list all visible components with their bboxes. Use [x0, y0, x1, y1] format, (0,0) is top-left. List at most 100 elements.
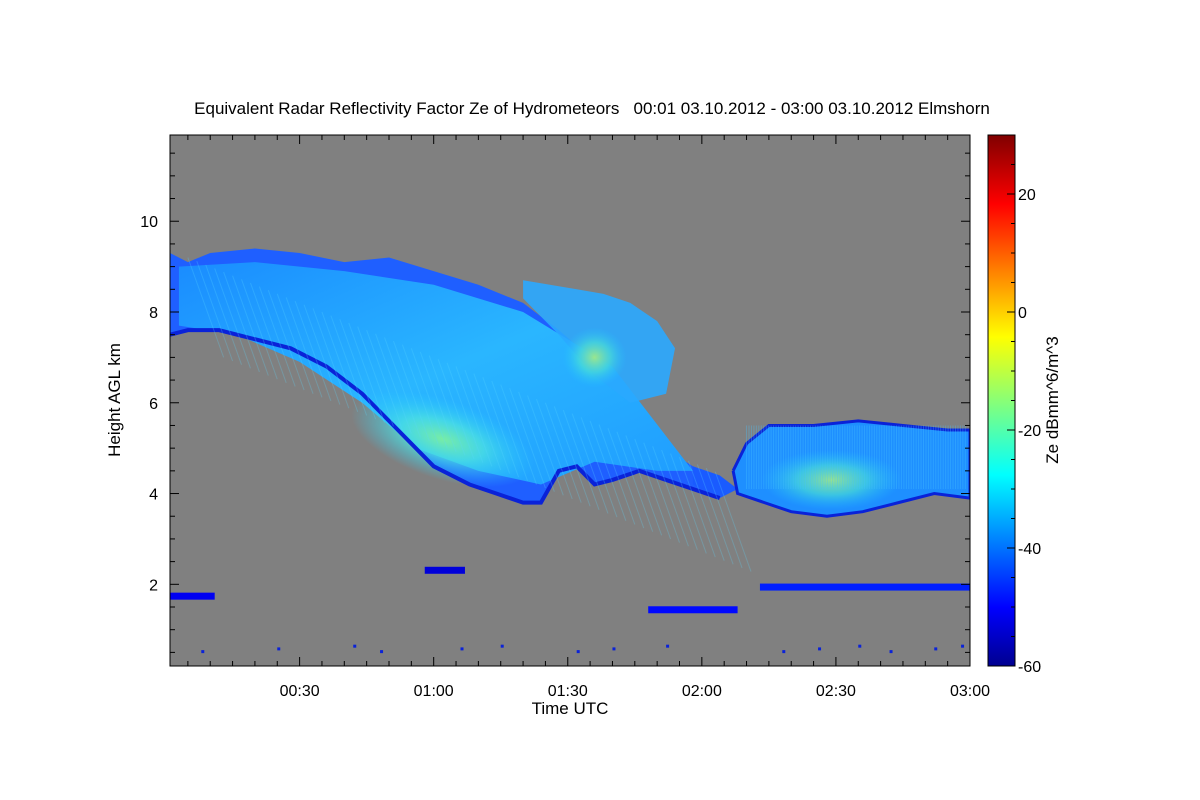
echo-streak [643, 442, 680, 543]
echo-streak [482, 377, 520, 478]
y-axis: 2 4 6 8 10 [140, 152, 970, 653]
echo-streak [241, 279, 278, 380]
x-axis: 00:30 01:00 01:30 02:00 02:30 03:00 [187, 135, 990, 700]
echo-streak [634, 438, 672, 540]
y-tick-label: 6 [149, 396, 158, 413]
echo-core-main [351, 391, 534, 488]
echo-streak [196, 261, 234, 362]
y-axis-label: Height AGL km [105, 343, 124, 457]
chart-title: Equivalent Radar Reflectivity Factor Ze … [194, 99, 990, 118]
echo-streak [205, 264, 242, 365]
echo-streak [473, 373, 511, 474]
echo-streak [589, 420, 627, 521]
clutter-dot [380, 650, 384, 654]
echo-streak [500, 384, 537, 485]
clutter-dot [460, 647, 464, 651]
x-axis-label: Time UTC [532, 699, 609, 718]
echo-streak [714, 471, 752, 572]
echo-streak [679, 457, 716, 558]
low-echo-layer [424, 566, 465, 574]
echo-streak [357, 326, 394, 427]
echo-streak [437, 359, 475, 460]
echo-streak [553, 406, 591, 507]
clutter-dot [818, 647, 822, 651]
x-tick-label: 03:00 [950, 683, 990, 700]
clutter-dot [889, 650, 893, 654]
echo-streak [419, 351, 457, 452]
echo-streak [536, 398, 573, 500]
colorbar-tick-label: -20 [1018, 423, 1041, 440]
colorbar-tick-label: -60 [1018, 659, 1041, 676]
echo-core-plume [562, 327, 627, 388]
x-tick-label: 02:00 [682, 683, 722, 700]
echo-streak [339, 319, 377, 420]
colorbar-tick-label: 0 [1018, 305, 1027, 322]
echo-streak [607, 428, 645, 529]
y-tick-label: 10 [140, 214, 158, 231]
echo-streak [276, 293, 314, 394]
y-tick-label: 8 [149, 305, 158, 322]
echo-streak [509, 388, 546, 489]
clutter-dot [782, 650, 786, 654]
y-tick-label: 4 [149, 487, 158, 504]
clutter-dot [277, 647, 281, 651]
echo-streak [321, 311, 359, 413]
echo-streak [562, 409, 600, 511]
plot-frame [169, 134, 971, 667]
echo-streak [348, 322, 385, 423]
colorbar-tick-label: 20 [1018, 187, 1036, 204]
echo-streak [401, 344, 439, 445]
low-echo-layer [170, 592, 215, 600]
clutter-dot [500, 644, 504, 648]
echo-streak [616, 431, 654, 532]
echo-streak [410, 348, 448, 449]
echo-streak [384, 337, 421, 438]
x-tick-label: 01:30 [548, 683, 588, 700]
echo-streak [571, 413, 609, 514]
x-tick-label: 01:00 [414, 683, 454, 700]
echo-streak [294, 300, 332, 402]
colorbar-tick-label: -40 [1018, 541, 1041, 558]
echo-streak [267, 290, 305, 391]
echo-streak [303, 304, 341, 405]
low-echo-layer [759, 583, 970, 591]
echo-streak [223, 271, 260, 373]
clutter-dot [666, 644, 670, 648]
echo-streak [687, 460, 725, 561]
echo-streak [249, 282, 287, 383]
clutter-dot [612, 647, 616, 651]
echo-layer [170, 248, 970, 654]
echo-streak [232, 275, 269, 376]
echo-streak [464, 369, 502, 471]
clutter-dot [934, 647, 938, 651]
clutter-dot [858, 644, 862, 648]
echo-streak [312, 308, 350, 409]
echo-streak [670, 453, 707, 554]
echo-streak [366, 329, 403, 431]
echo-streak [544, 402, 582, 503]
echo-streak [330, 315, 368, 416]
clutter-dot [961, 644, 965, 648]
clutter-dot [201, 650, 205, 654]
echo-streak [580, 417, 618, 518]
colorbar-axis: 20 0 -20 -40 -60 [1007, 134, 1041, 676]
echo-rim-main [170, 328, 721, 505]
echo-streak [187, 257, 225, 358]
echo-core-right [761, 449, 902, 510]
echo-streak [455, 366, 493, 467]
echo-streak [491, 380, 529, 481]
clutter-dot [353, 644, 357, 648]
y-tick-label: 2 [149, 577, 158, 594]
echo-rim-right [731, 419, 970, 518]
colorbar-label: Ze dBmm^6/m^3 [1043, 336, 1062, 463]
x-tick-label: 00:30 [280, 683, 320, 700]
x-tick-label: 02:30 [816, 683, 856, 700]
echo-streak [214, 268, 251, 369]
clutter-dot [576, 650, 580, 654]
low-echo-layer [648, 606, 738, 614]
echo-streak [375, 333, 412, 434]
echo-streak [527, 395, 564, 496]
echo-streak [625, 435, 663, 536]
echo-streak [446, 362, 484, 463]
